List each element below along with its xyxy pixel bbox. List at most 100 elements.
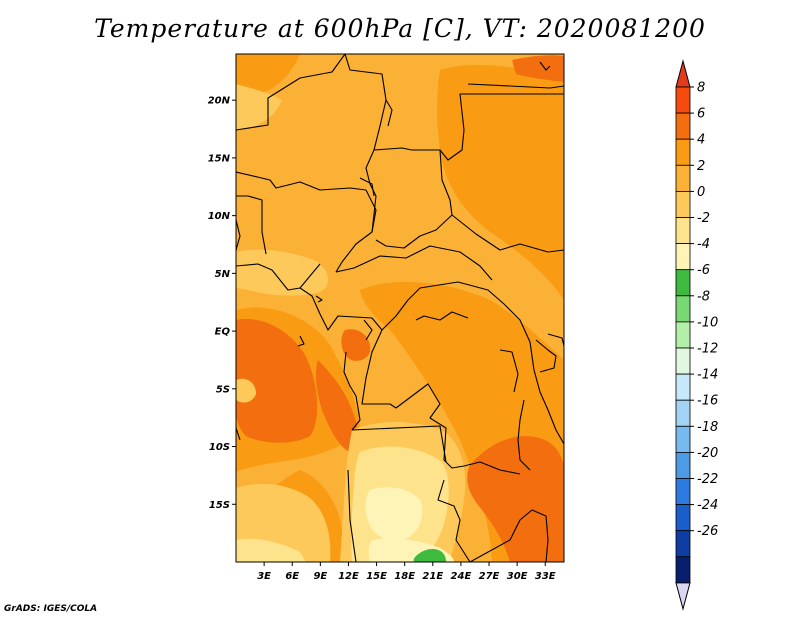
colorbar-label: 0 xyxy=(697,185,705,200)
country-border xyxy=(236,171,367,191)
x-tick-label: 12E xyxy=(338,571,359,582)
country-border xyxy=(469,509,549,562)
temperature-contour-region xyxy=(467,436,564,562)
country-border xyxy=(297,335,305,347)
map-frame xyxy=(235,53,565,563)
temperature-contour-region xyxy=(236,378,256,403)
country-border xyxy=(343,351,361,431)
colorbar-label: 2 xyxy=(697,159,705,174)
temperature-contour-region xyxy=(315,360,360,454)
temperature-contour-region xyxy=(236,249,329,296)
colorbar-segment xyxy=(675,269,691,297)
temperature-contour-region xyxy=(236,54,300,98)
country-border xyxy=(547,333,564,347)
country-border xyxy=(373,93,564,161)
temperature-fill xyxy=(236,54,564,562)
y-tick-label: EQ xyxy=(215,327,231,338)
colorbar-label: -26 xyxy=(697,524,718,539)
colorbar-segment xyxy=(675,86,691,114)
colorbar-label: -20 xyxy=(697,446,718,461)
country-border xyxy=(499,349,519,393)
country-border xyxy=(395,383,481,469)
country-border xyxy=(517,399,531,471)
y-tick-label: 5S xyxy=(216,384,230,395)
country-border xyxy=(236,427,241,441)
x-tick-label: 24E xyxy=(451,571,472,582)
x-tick-label: 21E xyxy=(422,571,443,582)
colorbar-segment xyxy=(675,295,691,323)
country-border xyxy=(539,61,551,71)
colorbar-label: 8 xyxy=(697,81,705,96)
x-axis: 3E 6E 9E 12E 15E 18E 21E 24E 27E 30E 33E xyxy=(257,562,556,582)
colorbar-segment xyxy=(675,190,691,218)
temperature-contour-region xyxy=(341,329,371,361)
country-border xyxy=(479,461,521,475)
colorbar-bottom-arrow xyxy=(675,582,691,611)
grads-credit: GrADS: IGES/COLA xyxy=(4,604,98,614)
colorbar-top-arrow xyxy=(675,59,691,88)
temperature-contour-region xyxy=(236,538,306,562)
country-border xyxy=(335,245,493,281)
colorbar-segment xyxy=(675,112,691,140)
country-border xyxy=(415,311,469,321)
colorbar-segment xyxy=(675,138,691,166)
map-title: Temperature at 600hPa [C], VT: 202008120… xyxy=(94,14,706,43)
country-border xyxy=(451,214,564,253)
country-border xyxy=(535,339,557,373)
country-border xyxy=(359,177,375,197)
colorbar-label: -16 xyxy=(697,394,718,409)
colorbar-label: -2 xyxy=(697,211,710,226)
colorbar-segment xyxy=(675,373,691,401)
country-border xyxy=(299,287,397,409)
country-border xyxy=(347,469,357,562)
colorbar-label: -6 xyxy=(697,263,710,278)
colorbar-segment xyxy=(675,478,691,506)
country-borders xyxy=(236,54,564,562)
temperature-contour-region xyxy=(236,84,282,130)
x-tick-label: 30E xyxy=(507,571,528,582)
colorbar-segment xyxy=(675,556,691,584)
colorbar-segment xyxy=(675,243,691,271)
temperature-contour-region xyxy=(365,487,423,541)
country-border xyxy=(363,319,373,341)
x-tick-label: 3E xyxy=(257,571,271,582)
colorbar-label: 6 xyxy=(697,107,705,122)
y-tick-label: 15N xyxy=(208,153,231,164)
colorbar-segment xyxy=(675,217,691,245)
country-border xyxy=(467,83,564,89)
country-border xyxy=(315,295,323,303)
country-border xyxy=(381,281,535,371)
colorbar-segment xyxy=(675,399,691,427)
colorbar-segment xyxy=(675,504,691,532)
colorbar-label: -18 xyxy=(697,420,718,435)
y-axis: 20N 15N 10N 5N EQ 5S 10S 15S xyxy=(208,96,236,511)
colorbar: 8 6 4 2 0 -2 -4 -6 -8 -10 -12 -14 -16 -18 -20 -22 -24 -26 xyxy=(675,59,718,611)
country-border xyxy=(236,263,321,291)
colorbar-segment xyxy=(675,164,691,192)
y-tick-label: 10N xyxy=(208,211,231,222)
temperature-contour-region xyxy=(236,319,318,443)
x-tick-label: 15E xyxy=(366,571,387,582)
x-tick-label: 6E xyxy=(285,571,299,582)
colorbar-segment xyxy=(675,321,691,349)
country-border xyxy=(437,479,471,562)
country-border xyxy=(351,425,447,463)
country-border xyxy=(344,54,387,197)
colorbar-label: 4 xyxy=(697,133,705,148)
temperature-contour-region xyxy=(512,55,564,82)
country-border xyxy=(375,149,453,249)
colorbar-label: -22 xyxy=(697,472,718,487)
temperature-contour-region xyxy=(437,64,564,301)
x-tick-label: 27E xyxy=(479,571,500,582)
x-tick-label: 9E xyxy=(313,571,327,582)
y-tick-label: 15S xyxy=(209,500,230,511)
country-border xyxy=(236,54,346,131)
x-tick-label: 33E xyxy=(535,571,556,582)
temperature-contour-region xyxy=(413,548,446,562)
country-border xyxy=(371,195,377,233)
country-border xyxy=(236,219,241,251)
colorbar-segment xyxy=(675,425,691,453)
colorbar-label: -12 xyxy=(697,342,718,357)
colorbar-segment xyxy=(675,530,691,558)
